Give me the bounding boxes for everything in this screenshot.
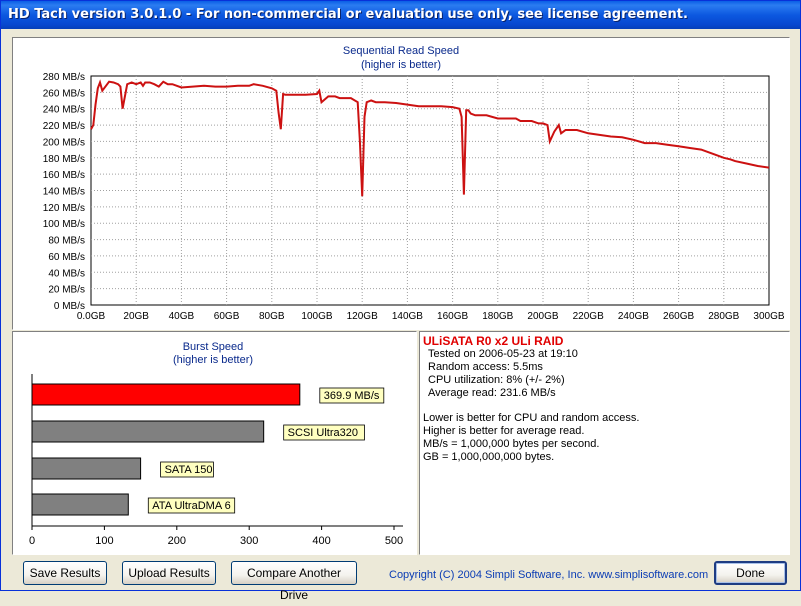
seq-x-tick-label: 200GB	[527, 311, 558, 322]
seq-x-tick-label: 60GB	[214, 311, 240, 322]
burst-x-tick-label: 400	[312, 535, 330, 547]
burst-bar-label: ATA UltraDMA 6	[152, 500, 230, 512]
seq-y-tick-label: 140 MB/s	[43, 187, 85, 198]
burst-x-tick-label: 0	[29, 535, 35, 547]
seq-x-tick-label: 240GB	[618, 311, 649, 322]
seq-x-tick-label: 140GB	[392, 311, 423, 322]
burst-bar	[31, 457, 142, 480]
copyright-link[interactable]: Copyright (C) 2004 Simpli Software, Inc.…	[389, 569, 709, 581]
seq-y-axis-labels: 280 MB/s 260 MB/s 240 MB/s 220 MB/s 200 MB/s…	[43, 72, 85, 312]
seq-y-tick-label: 180 MB/s	[43, 154, 85, 165]
seq-x-tick-label: 180GB	[482, 311, 513, 322]
seq-x-tick-label: 160GB	[437, 311, 468, 322]
burst-chart-title: Burst Speed	[183, 341, 244, 353]
seq-y-tick-label: 60 MB/s	[48, 252, 85, 263]
seq-y-tick-label: 20 MB/s	[48, 285, 85, 296]
average-read-text: Average read: 231.6 MB/s	[428, 387, 556, 399]
seq-y-tick-label: 220 MB/s	[43, 121, 85, 132]
burst-x-axis-labels: 0 100 200 300 400 500	[29, 526, 403, 547]
burst-bar-label: SATA 150	[165, 464, 213, 476]
upload-results-button[interactable]: Upload Results	[122, 561, 216, 585]
seq-x-axis-labels: 0.0GB 20GB 40GB 60GB 80GB 100GB 120GB 140GB 160G…	[77, 311, 785, 322]
seq-x-tick-label: 120GB	[347, 311, 378, 322]
seq-y-tick-label: 0 MB/s	[54, 301, 85, 312]
burst-x-tick-label: 300	[240, 535, 258, 547]
title-bar[interactable]: HD Tach version 3.0.1.0 - For non-commer…	[1, 1, 800, 29]
burst-bar-label-box	[283, 424, 365, 441]
burst-x-tick-label: 200	[168, 535, 186, 547]
seq-y-tick-label: 100 MB/s	[43, 219, 85, 230]
burst-x-tick-label: 100	[95, 535, 113, 547]
burst-bar	[31, 493, 129, 516]
seq-x-tick-label: 20GB	[123, 311, 149, 322]
seq-x-tick-label: 260GB	[663, 311, 694, 322]
random-access-text: Random access: 5.5ms	[428, 361, 543, 373]
burst-speed-chart: Burst Speed (higher is better) 369.9 MB/…	[29, 341, 403, 547]
seq-x-tick-label: 80GB	[259, 311, 285, 322]
burst-bar-label-box	[160, 461, 214, 478]
seq-y-tick-label: 40 MB/s	[48, 268, 85, 279]
seq-y-tick-label: 160 MB/s	[43, 170, 85, 181]
compare-another-drive-button[interactable]: Compare Another Drive	[231, 561, 357, 602]
seq-x-tick-label: 300GB	[753, 311, 784, 322]
note-mbs-definition: MB/s = 1,000,000 bytes per second.	[423, 438, 600, 450]
note-average-read: Higher is better for average read.	[423, 425, 585, 437]
seq-y-tick-label: 240 MB/s	[43, 105, 85, 116]
seq-x-tick-label: 220GB	[573, 311, 604, 322]
seq-gridlines	[91, 76, 769, 305]
seq-x-tick-label: 100GB	[301, 311, 332, 322]
seq-read-series-line	[90, 79, 770, 197]
done-button[interactable]: Done	[714, 561, 787, 585]
sequential-read-panel: Sequential Read Speed (higher is better)…	[12, 37, 790, 330]
seq-y-tick-label: 120 MB/s	[43, 203, 85, 214]
burst-bar-label-box	[147, 497, 236, 514]
tested-on-text: Tested on 2006-05-23 at 19:10	[428, 348, 578, 360]
burst-x-tick-label: 500	[385, 535, 403, 547]
burst-bar-label-box	[319, 387, 385, 404]
burst-chart-subtitle: (higher is better)	[173, 354, 253, 366]
sequential-read-chart: Sequential Read Speed (higher is better)…	[43, 45, 785, 322]
seq-chart-subtitle: (higher is better)	[361, 59, 441, 71]
drive-name: ULiSATA R0 x2 ULi RAID	[423, 334, 564, 348]
seq-x-tick-label: 0.0GB	[77, 311, 106, 322]
cpu-utilization-text: CPU utilization: 8% (+/- 2%)	[428, 374, 565, 386]
seq-y-tick-label: 200 MB/s	[43, 137, 85, 148]
seq-y-tick-label: 260 MB/s	[43, 88, 85, 99]
window-title: HD Tach version 3.0.1.0 - For non-commer…	[8, 7, 688, 22]
note-cpu-random: Lower is better for CPU and random acces…	[423, 412, 640, 424]
note-gb-definition: GB = 1,000,000,000 bytes.	[423, 451, 555, 463]
seq-x-tick-label: 280GB	[708, 311, 739, 322]
burst-bar	[31, 420, 265, 443]
seq-x-tick-label: 40GB	[169, 311, 195, 322]
seq-y-tick-label: 80 MB/s	[48, 236, 85, 247]
seq-y-tick-label: 280 MB/s	[43, 72, 85, 83]
save-results-button[interactable]: Save Results	[23, 561, 107, 585]
burst-speed-panel: Burst Speed (higher is better) 369.9 MB/…	[12, 331, 417, 555]
seq-chart-title: Sequential Read Speed	[343, 45, 459, 57]
burst-bar	[31, 383, 301, 406]
burst-bar-label: SCSI Ultra320	[288, 427, 358, 439]
burst-bar-label: 369.9 MB/s	[324, 390, 380, 402]
burst-bars: 369.9 MB/s SCSI Ultra320 SATA 150 ATA Ultra…	[31, 383, 385, 516]
drive-info-panel	[419, 331, 790, 555]
